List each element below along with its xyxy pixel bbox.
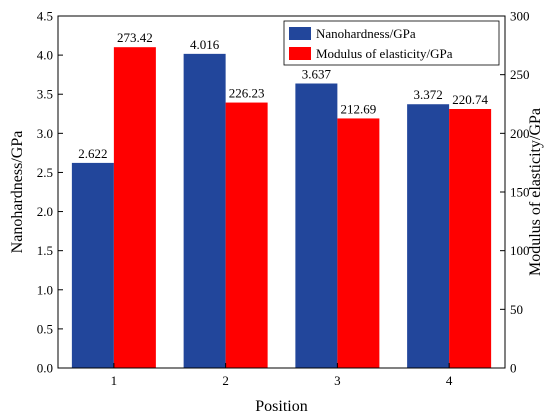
y-left-tick-label: 3.0: [37, 126, 53, 141]
y-right-tick-label: 150: [510, 185, 530, 200]
y-left-tick-label: 2.0: [37, 204, 53, 219]
y-left-tick-label: 3.5: [37, 87, 53, 102]
bar-modulus-4: [449, 108, 492, 368]
x-tick-label: 1: [111, 373, 118, 388]
y-right-tick-label: 300: [510, 9, 530, 24]
data-label-modulus-1: 273.42: [117, 30, 153, 45]
y-left-tick-label: 1.0: [37, 282, 53, 297]
y-axis-left-title: Nanohardness/GPa: [9, 131, 26, 254]
bar-modulus-3: [337, 118, 380, 369]
axes-group: 0.0 0.5 1.0 1.5 2.0 2.5 3.0 3.5 4.0 4.5 0 50 100 150 2…: [37, 9, 530, 389]
y-right-tick-label: 50: [510, 302, 523, 317]
y-left-tick-label: 2.5: [37, 165, 53, 180]
data-label-modulus-4: 220.74: [452, 92, 488, 107]
y-right-tick-label: 200: [510, 126, 530, 141]
legend-swatch-nanohardness: [289, 27, 311, 40]
data-label-nanohardness-1: 2.622: [78, 146, 107, 161]
y-left-tick-label: 4.0: [37, 48, 53, 63]
data-label-nanohardness-4: 3.372: [414, 87, 443, 102]
legend: Nanohardness/GPa Modulus of elasticity/GP…: [283, 20, 500, 66]
bar-nanohardness-2: [183, 53, 226, 368]
y-left-tick-label: 0.0: [37, 361, 53, 376]
x-axis-title: Position: [255, 398, 307, 415]
data-label-nanohardness-3: 3.637: [302, 67, 332, 82]
x-tick-label: 2: [222, 373, 229, 388]
y-right-tick-label: 100: [510, 243, 530, 258]
y-right-tick-label: 0: [510, 361, 517, 376]
legend-swatch-modulus: [289, 47, 311, 60]
y-right-tick-label: 250: [510, 67, 530, 82]
bars-group: [71, 47, 492, 369]
x-tick-label: 3: [334, 373, 341, 388]
x-tick-label: 4: [446, 373, 453, 388]
bar-nanohardness-4: [407, 104, 450, 368]
bar-nanohardness-3: [295, 83, 338, 369]
y-left-tick-label: 0.5: [37, 321, 53, 336]
data-label-modulus-2: 226.23: [229, 86, 265, 101]
legend-label-modulus: Modulus of elasticity/GPa: [316, 46, 453, 61]
legend-box: [283, 20, 500, 66]
data-labels-group: 2.622 273.42 4.016 226.23 3.637 212.69 3.372 22…: [78, 30, 488, 161]
y-left-tick-label: 1.5: [37, 243, 53, 258]
y-left-tick-label: 4.5: [37, 9, 53, 24]
data-label-modulus-3: 212.69: [341, 101, 377, 116]
legend-label-nanohardness: Nanohardness/GPa: [316, 26, 416, 41]
bar-modulus-1: [113, 47, 156, 369]
data-label-nanohardness-2: 4.016: [190, 37, 220, 52]
bar-modulus-2: [225, 102, 268, 369]
y-axis-right-title: Modulus of elasticity/GPa: [527, 108, 544, 276]
bar-nanohardness-1: [71, 162, 114, 368]
